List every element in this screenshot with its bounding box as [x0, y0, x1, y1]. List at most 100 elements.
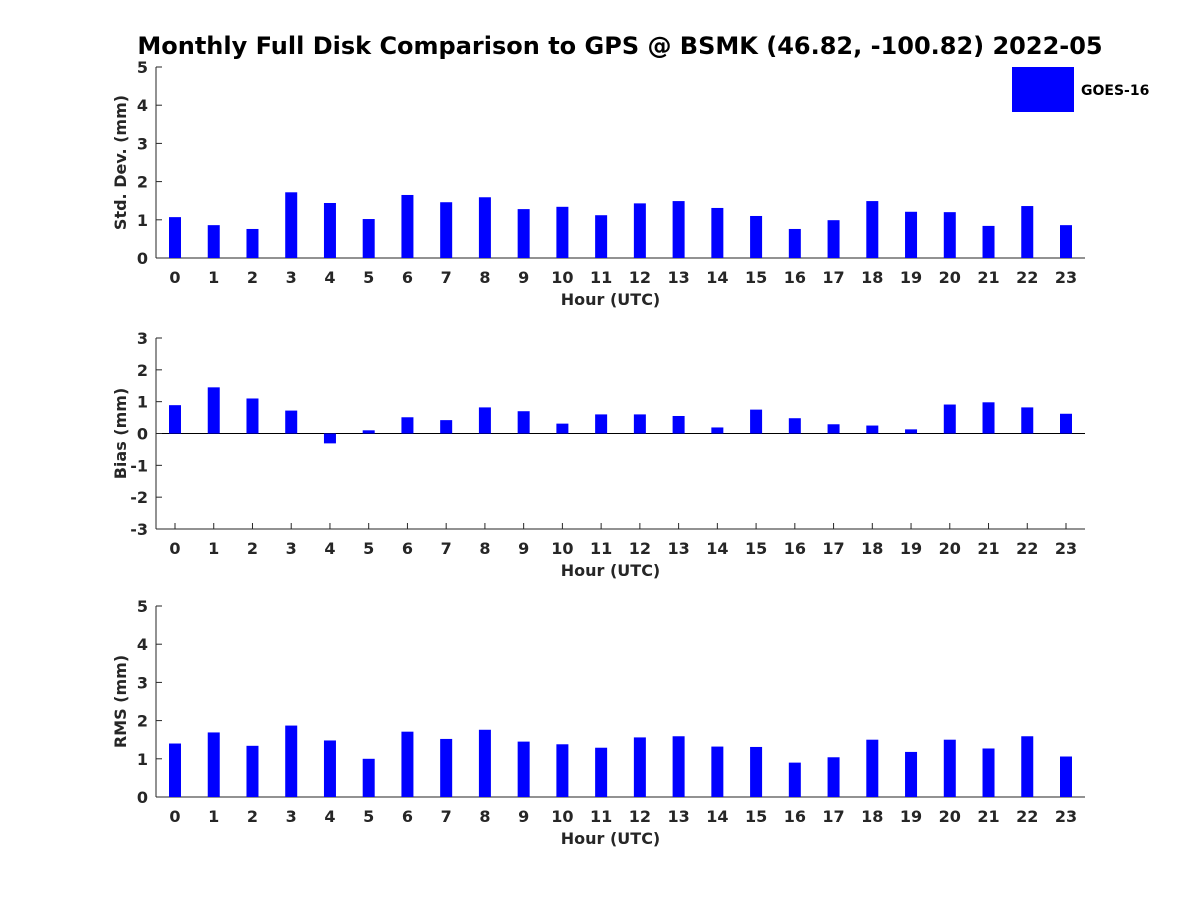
x-tick-label: 9 [518, 268, 529, 287]
bar-hour-6 [401, 731, 414, 797]
bar-hour-3 [285, 725, 298, 797]
x-tick-label: 18 [861, 268, 883, 287]
y-tick-label: -2 [130, 488, 148, 507]
y-tick-label: 2 [137, 712, 148, 731]
x-tick-label: 12 [629, 268, 651, 287]
bar-hour-23 [1060, 756, 1072, 797]
bar-hour-21 [982, 402, 995, 434]
x-tick-label: 18 [861, 539, 883, 558]
x-tick-label: 0 [169, 539, 180, 558]
bar-hour-9 [517, 411, 530, 434]
bar-hour-3 [285, 192, 298, 258]
x-tick-label: 19 [900, 807, 922, 826]
bar-hour-18 [866, 425, 879, 434]
x-tick-label: 16 [784, 268, 806, 287]
x-tick-label: 2 [247, 539, 258, 558]
y-tick-label: 2 [137, 173, 148, 192]
bar-hour-13 [672, 736, 685, 797]
bar-hour-6 [401, 194, 414, 258]
bar-hour-1 [207, 387, 220, 434]
bar-hour-17 [827, 424, 840, 434]
x-tick-label: 18 [861, 807, 883, 826]
x-tick-label: 0 [169, 807, 180, 826]
y-tick-label: 4 [137, 635, 148, 654]
bar-hour-19 [905, 751, 918, 797]
bar-hour-11 [595, 414, 608, 434]
bar-hour-10 [556, 206, 569, 258]
x-tick-label: 3 [286, 268, 297, 287]
bar-hour-10 [556, 423, 569, 434]
x-tick-label: 5 [363, 268, 374, 287]
x-tick-label: 5 [363, 807, 374, 826]
bar-hour-3 [285, 410, 298, 434]
x-tick-label: 15 [745, 807, 767, 826]
bar-hour-16 [788, 418, 801, 434]
bar-hour-23 [1060, 225, 1072, 258]
x-tick-label: 22 [1016, 539, 1038, 558]
bar-hour-1 [207, 225, 220, 258]
x-tick-label: 14 [706, 807, 728, 826]
x-tick-label: 6 [402, 268, 413, 287]
bar-hour-1 [207, 732, 220, 797]
x-tick-label: 10 [551, 807, 573, 826]
y-tick-label: -3 [130, 520, 148, 539]
bar-hour-14 [711, 207, 724, 258]
x-tick-label: 8 [479, 539, 490, 558]
y-axis-label: Std. Dev. (mm) [111, 95, 130, 230]
x-tick-label: 21 [977, 539, 999, 558]
x-tick-label: 11 [590, 539, 612, 558]
bar-hour-2 [246, 398, 259, 434]
bar-hour-13 [672, 415, 685, 434]
x-axis-label: Hour (UTC) [561, 561, 661, 580]
x-tick-label: 17 [822, 268, 844, 287]
bar-hour-20 [943, 739, 956, 797]
bar-hour-18 [866, 201, 879, 258]
bar-hour-5 [362, 219, 375, 258]
bar-hour-10 [556, 744, 569, 797]
x-tick-label: 1 [208, 268, 219, 287]
legend-swatch [1012, 67, 1074, 112]
bar-hour-16 [788, 228, 801, 258]
x-tick-label: 23 [1055, 268, 1077, 287]
y-tick-label: 0 [137, 788, 148, 807]
x-tick-label: 13 [667, 807, 689, 826]
bar-hour-6 [401, 417, 414, 434]
x-tick-label: 19 [900, 268, 922, 287]
y-tick-label: 1 [137, 211, 148, 230]
x-tick-label: 11 [590, 807, 612, 826]
x-tick-label: 2 [247, 807, 258, 826]
x-tick-label: 23 [1055, 539, 1077, 558]
x-tick-label: 0 [169, 268, 180, 287]
bar-hour-17 [827, 220, 840, 258]
y-tick-label: 1 [137, 393, 148, 412]
x-tick-label: 22 [1016, 268, 1038, 287]
bar-hour-19 [905, 429, 918, 434]
x-tick-label: 6 [402, 539, 413, 558]
x-tick-label: 9 [518, 539, 529, 558]
x-tick-label: 10 [551, 268, 573, 287]
bar-hour-0 [169, 743, 181, 797]
bar-hour-23 [1060, 413, 1072, 434]
bar-hour-4 [323, 740, 336, 797]
y-tick-label: 1 [137, 750, 148, 769]
bar-hour-7 [440, 420, 453, 434]
bar-hour-20 [943, 212, 956, 258]
y-tick-label: 0 [137, 425, 148, 444]
bar-hour-15 [750, 215, 763, 258]
bar-hour-7 [440, 738, 453, 797]
y-tick-label: 5 [137, 58, 148, 77]
x-tick-label: 19 [900, 539, 922, 558]
bar-hour-4 [323, 202, 336, 258]
x-tick-label: 5 [363, 539, 374, 558]
y-axis-label: RMS (mm) [111, 655, 130, 748]
y-tick-label: 3 [137, 673, 148, 692]
x-tick-label: 7 [441, 268, 452, 287]
y-tick-label: 0 [137, 249, 148, 268]
bar-hour-8 [478, 407, 491, 434]
x-tick-label: 20 [939, 268, 961, 287]
bar-hour-12 [633, 203, 646, 258]
